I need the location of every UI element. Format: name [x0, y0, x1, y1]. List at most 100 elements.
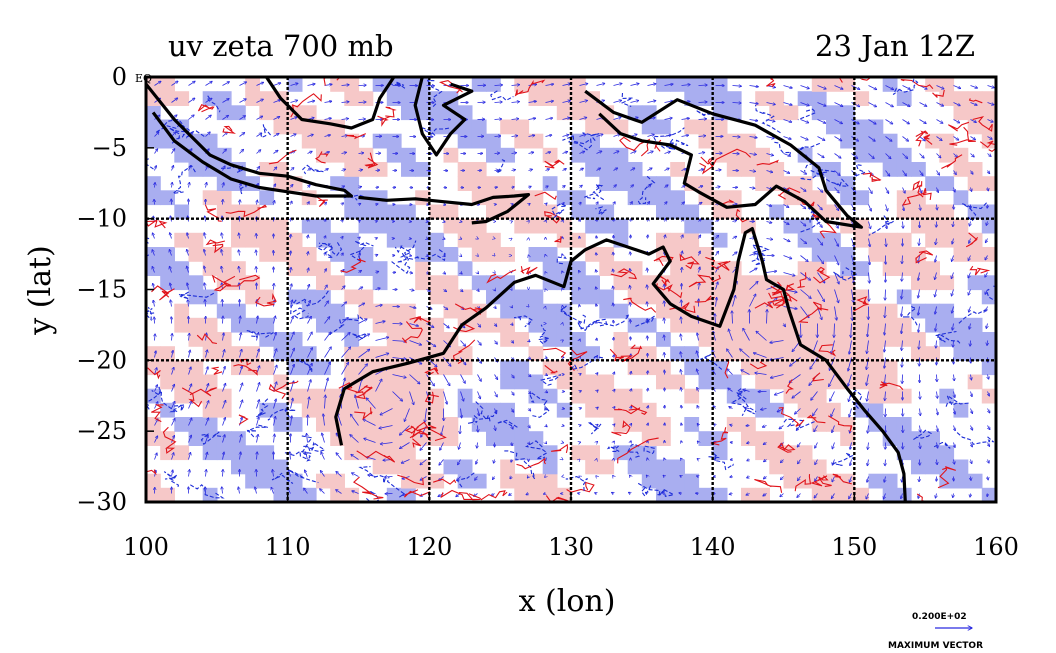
vorticity-fill-cell	[514, 289, 530, 305]
vorticity-fill-cell	[953, 402, 969, 418]
wind-vector	[869, 289, 870, 302]
vorticity-fill-cell	[698, 91, 714, 106]
vorticity-fill-cell	[571, 105, 586, 121]
vorticity-fill-cell	[542, 91, 558, 106]
wind-vector	[380, 442, 393, 445]
vorticity-fill-cell	[797, 91, 813, 106]
wind-vector	[223, 333, 224, 341]
vorticity-fill-cell	[698, 261, 714, 276]
wind-vector	[205, 216, 206, 222]
wind-vector	[170, 216, 171, 222]
vorticity-fill-cell	[471, 402, 487, 418]
wind-vector	[495, 408, 497, 414]
vorticity-fill-cell	[301, 402, 317, 418]
wind-vector	[420, 459, 427, 465]
vorticity-fill-cell	[939, 133, 955, 149]
vorticity-fill-cell	[174, 360, 190, 376]
vorticity-fill-cell	[797, 261, 813, 276]
vorticity-fill-cell	[981, 105, 996, 121]
vorticity-fill-cell	[259, 317, 275, 333]
vorticity-fill-cell	[967, 317, 983, 333]
vorticity-fill-cell	[514, 417, 530, 432]
wind-vector	[274, 283, 275, 290]
vorticity-fill-cell	[953, 247, 969, 262]
vorticity-fill-cell	[146, 360, 161, 376]
vorticity-fill-cell	[854, 317, 870, 333]
wind-vector	[597, 442, 598, 443]
vorticity-fill-cell	[386, 388, 402, 404]
vorticity-fill-cell	[854, 133, 870, 149]
wind-vector	[273, 316, 276, 324]
vorticity-fill-cell	[571, 261, 586, 276]
vorticity-fill-cell	[273, 417, 289, 432]
wind-vector	[528, 135, 535, 136]
wind-vector	[205, 418, 209, 426]
vorticity-fill-cell	[684, 247, 700, 262]
wind-vector	[409, 391, 414, 405]
wind-vector	[597, 373, 598, 375]
wind-vector	[238, 487, 239, 494]
wind-vector	[152, 233, 154, 239]
vorticity-fill-cell	[925, 232, 940, 248]
wind-vector	[188, 384, 192, 392]
wind-vector	[630, 252, 631, 256]
vorticity-fill-cell	[344, 388, 360, 404]
vorticity-fill-cell	[344, 417, 360, 432]
vorticity-fill-cell	[755, 317, 770, 333]
wind-vector	[443, 306, 448, 310]
vorticity-fill-cell	[882, 261, 898, 276]
vorticity-fill-cell	[684, 261, 700, 276]
wind-vector	[664, 301, 665, 307]
wind-vector	[461, 290, 463, 292]
vorticity-fill-cell	[146, 91, 161, 106]
vorticity-fill-cell	[911, 431, 926, 446]
vorticity-fill-cell	[471, 275, 487, 291]
vorticity-fill-cell	[386, 218, 402, 234]
wind-vector	[562, 288, 563, 289]
vorticity-fill-cell	[457, 402, 473, 418]
wind-vector	[461, 256, 462, 257]
wind-vector	[273, 399, 277, 409]
vorticity-fill-cell	[953, 473, 969, 489]
vorticity-fill-cell	[726, 303, 742, 319]
vorticity-fill-cell	[911, 459, 926, 475]
title-right: 23 Jan 12Z	[815, 29, 975, 63]
vorticity-fill-cell	[925, 77, 940, 92]
wind-vector	[477, 391, 481, 399]
vorticity-fill-cell	[613, 218, 629, 234]
wind-vector	[596, 253, 597, 256]
vorticity-fill-cell	[528, 473, 544, 489]
wind-vector	[426, 290, 431, 292]
vorticity-fill-cell	[741, 431, 756, 446]
vorticity-fill-cell	[287, 332, 303, 347]
vorticity-fill-cell	[925, 431, 940, 446]
wind-vector	[341, 378, 346, 392]
wind-vector	[596, 304, 597, 307]
wind-vector	[529, 375, 531, 377]
wind-vector	[439, 459, 444, 466]
vorticity-fill-cell	[712, 204, 728, 220]
wind-vector	[358, 102, 367, 103]
vorticity-fill-cell	[386, 374, 402, 390]
vorticity-fill-cell	[443, 218, 459, 234]
vorticity-fill-cell	[216, 388, 232, 404]
vorticity-fill-cell	[911, 332, 926, 347]
vorticity-fill-cell	[330, 133, 345, 149]
vorticity-fill-cell	[783, 459, 799, 475]
vorticity-fill-cell	[202, 346, 218, 361]
wind-vector	[320, 471, 325, 477]
vorticity-fill-cell	[457, 360, 473, 376]
wind-vector	[359, 220, 361, 221]
vorticity-fill-cell	[301, 388, 317, 404]
vorticity-fill-cell	[443, 204, 459, 220]
wind-vector	[222, 435, 225, 443]
vorticity-fill-cell	[528, 303, 544, 319]
wind-vector	[477, 357, 482, 364]
vorticity-fill-cell	[854, 303, 870, 319]
wind-vector	[375, 288, 381, 289]
vorticity-fill-cell	[783, 360, 799, 376]
vorticity-fill-cell	[556, 105, 572, 121]
wind-vector	[169, 249, 172, 256]
wind-vector	[563, 340, 564, 341]
vorticity-fill-cell	[330, 232, 345, 248]
